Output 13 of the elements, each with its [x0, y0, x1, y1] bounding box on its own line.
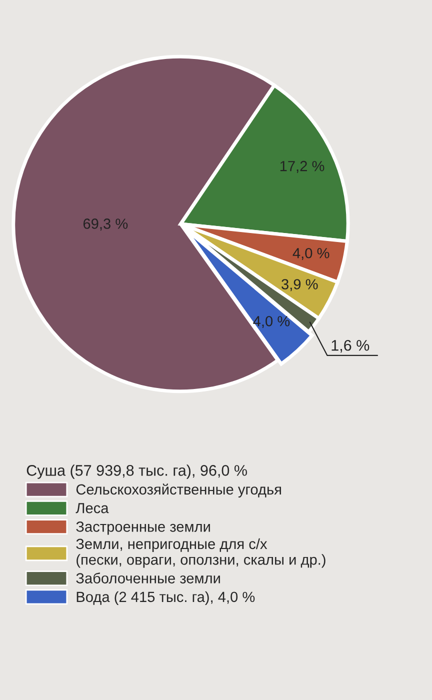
legend-label: Заболоченные земли — [76, 572, 220, 584]
legend-label: Застроенные земли — [76, 522, 210, 535]
legend-label: Леса — [76, 503, 109, 514]
data-label: 4,0 % — [292, 248, 330, 260]
data-label: 69,3 % — [83, 218, 128, 231]
data-label: 17,2 % — [280, 160, 324, 173]
legend-title: Суша (57 939,8 тыс. га), 96,0 % — [26, 464, 247, 479]
data-label: 1,6 % — [332, 340, 370, 353]
legend-label: Вода (2 415 тыс. га), 4,0 % — [76, 591, 255, 605]
legend-label: Земли, непригодные для с/х (пески, овраги, оползни, скалы и др.) — [76, 538, 326, 568]
legend-label: Сельскохозяйственные угодья — [76, 484, 281, 498]
data-label: 4,0 % — [253, 316, 290, 328]
data-label: 3,9 % — [282, 279, 318, 292]
